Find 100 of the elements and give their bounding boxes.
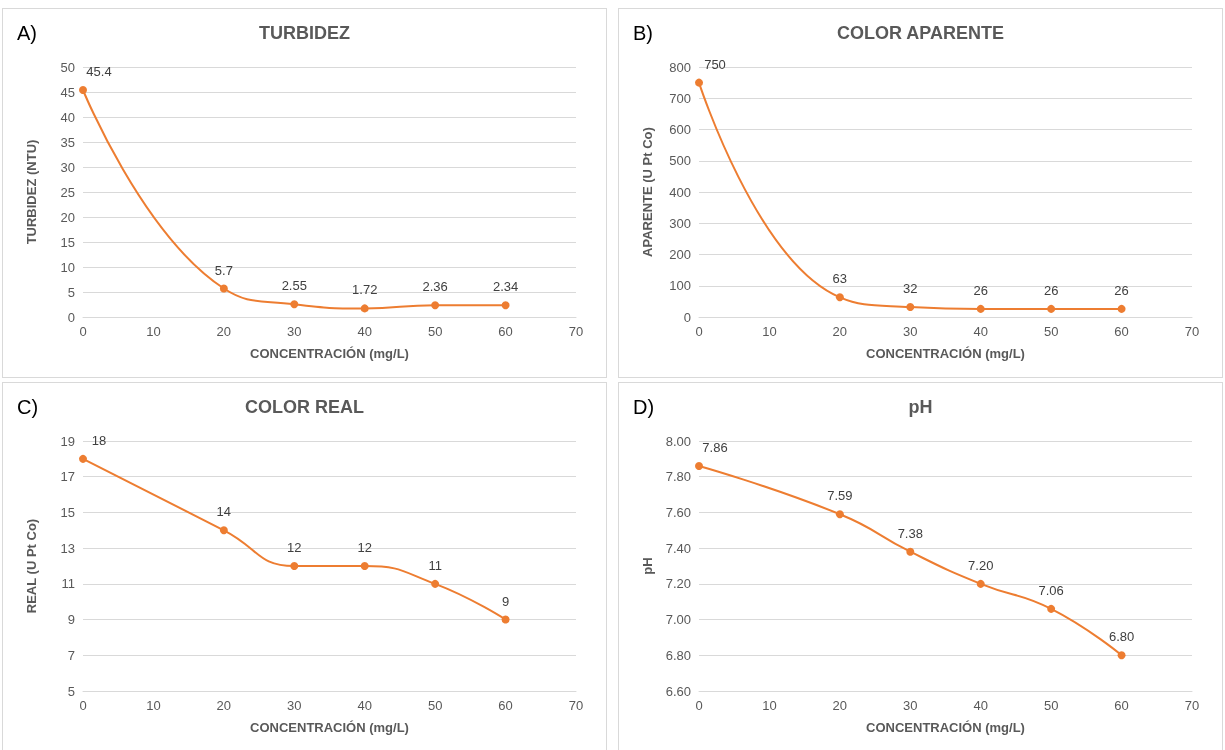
y-axis-title: pH [640, 557, 655, 575]
x-tick-label: 20 [216, 698, 232, 713]
y-tick-label: 40 [60, 109, 75, 125]
y-tick-label: 45 [60, 84, 75, 100]
x-tick-label: 30 [287, 324, 302, 339]
data-label: 14 [216, 504, 232, 520]
x-tick-label: 70 [568, 324, 584, 339]
point [695, 78, 703, 87]
x-tick-label: 40 [973, 698, 988, 713]
y-tick-label: 35 [60, 134, 75, 150]
text: A) [17, 22, 37, 44]
data-label: 7.38 [897, 525, 923, 541]
y-tick-label: 7.60 [665, 504, 691, 520]
point [976, 304, 985, 313]
data-label: 750 [704, 56, 726, 72]
y-tick-label: 5 [67, 683, 75, 699]
x-tick-label: 10 [762, 698, 777, 713]
y-tick-label: 19 [60, 433, 75, 449]
y-tick-label: 15 [60, 234, 75, 250]
data-label: 32 [903, 281, 918, 296]
data-label: 1.72 [352, 282, 378, 298]
x-tick-label: 20 [832, 324, 848, 339]
text: C) [17, 396, 39, 418]
chart-title: COLOR APARENTE [836, 23, 1005, 43]
x-tick-label: 0 [695, 324, 703, 339]
y-tick-label: 5 [67, 284, 75, 300]
chart-title: COLOR REAL [245, 397, 364, 417]
x-tick-label: 40 [357, 698, 372, 713]
y-tick-label: 600 [669, 122, 691, 137]
chart-title: TURBIDEZ [259, 23, 350, 43]
y-tick-label: 7.80 [665, 469, 691, 485]
y-tick-label: 6.80 [665, 647, 691, 663]
y-tick-label: 8.00 [665, 433, 691, 449]
y-tick-label: 7.00 [665, 612, 691, 628]
x-tick-label: 70 [1184, 324, 1200, 339]
x-tick-label: 50 [427, 324, 443, 339]
x-tick-label: 60 [1114, 324, 1129, 339]
x-tick-label: 40 [357, 324, 372, 339]
y-tick-label: 200 [669, 247, 691, 262]
y-tick-label: 11 [61, 576, 75, 592]
point [431, 301, 440, 310]
y-axis-title: REAL (U Pt Co) [24, 518, 39, 614]
x-tick-label: 0 [695, 698, 703, 713]
data-label: 11 [428, 557, 442, 573]
point [501, 615, 510, 624]
text: B) [633, 22, 653, 44]
x-tick-label: 0 [79, 324, 87, 339]
x-tick-label: 20 [832, 698, 848, 713]
point [976, 579, 985, 588]
point [219, 526, 228, 535]
data-label: 7.59 [827, 488, 853, 504]
y-tick-label: 400 [669, 184, 691, 200]
y-tick-label: 9 [67, 612, 75, 628]
point [290, 562, 299, 570]
chart-title: pH [908, 397, 933, 417]
y-tick-label: 100 [669, 278, 691, 294]
x-tick-label: 30 [287, 698, 302, 713]
point [360, 304, 369, 313]
y-tick-label: 17 [60, 469, 75, 485]
x-axis-title: CONCENTRACIÓN (mg/L) [866, 346, 1025, 361]
point [695, 462, 703, 470]
x-tick-label: 50 [1043, 698, 1059, 713]
y-tick-label: 0 [683, 309, 691, 325]
y-tick-label: 500 [669, 153, 691, 169]
data-label: 2.36 [422, 279, 448, 295]
y-tick-label: 7 [67, 647, 75, 663]
point [1047, 304, 1056, 313]
data-label: 9 [501, 593, 510, 609]
x-axis-title: CONCENTRACIÓN (mg/L) [866, 720, 1025, 735]
y-axis-title: TURBIDEZ (NTU) [24, 139, 39, 245]
data-label: 26 [1043, 282, 1059, 298]
data-label: 26 [1114, 282, 1129, 298]
y-tick-label: 13 [60, 540, 75, 556]
x-tick-label: 30 [903, 324, 918, 339]
data-label: 7.06 [1038, 582, 1064, 598]
x-tick-label: 30 [903, 698, 918, 713]
x-tick-label: 70 [568, 698, 584, 713]
x-tick-label: 60 [498, 698, 513, 713]
x-tick-label: 0 [79, 698, 87, 713]
y-tick-label: 0 [67, 309, 75, 325]
point [431, 579, 440, 588]
data-label: 2.55 [281, 278, 307, 294]
y-tick-label: 800 [669, 59, 691, 75]
y-tick-label: 15 [60, 504, 75, 520]
y-tick-label: 25 [60, 184, 75, 200]
point [1117, 651, 1126, 660]
x-axis-title: CONCENTRACIÓN (mg/L) [250, 346, 409, 361]
point [360, 562, 369, 570]
point [1117, 304, 1126, 313]
x-tick-label: 70 [1184, 698, 1200, 713]
y-tick-label: 30 [60, 159, 75, 175]
point [79, 86, 87, 94]
point [835, 510, 844, 519]
x-tick-label: 50 [1043, 324, 1059, 339]
data-label: 6.80 [1108, 629, 1135, 645]
y-tick-label: 50 [60, 59, 75, 75]
data-label: 7.86 [702, 440, 728, 455]
data-label: 2.34 [492, 279, 519, 295]
y-tick-label: 7.40 [665, 540, 691, 556]
point [219, 284, 228, 293]
